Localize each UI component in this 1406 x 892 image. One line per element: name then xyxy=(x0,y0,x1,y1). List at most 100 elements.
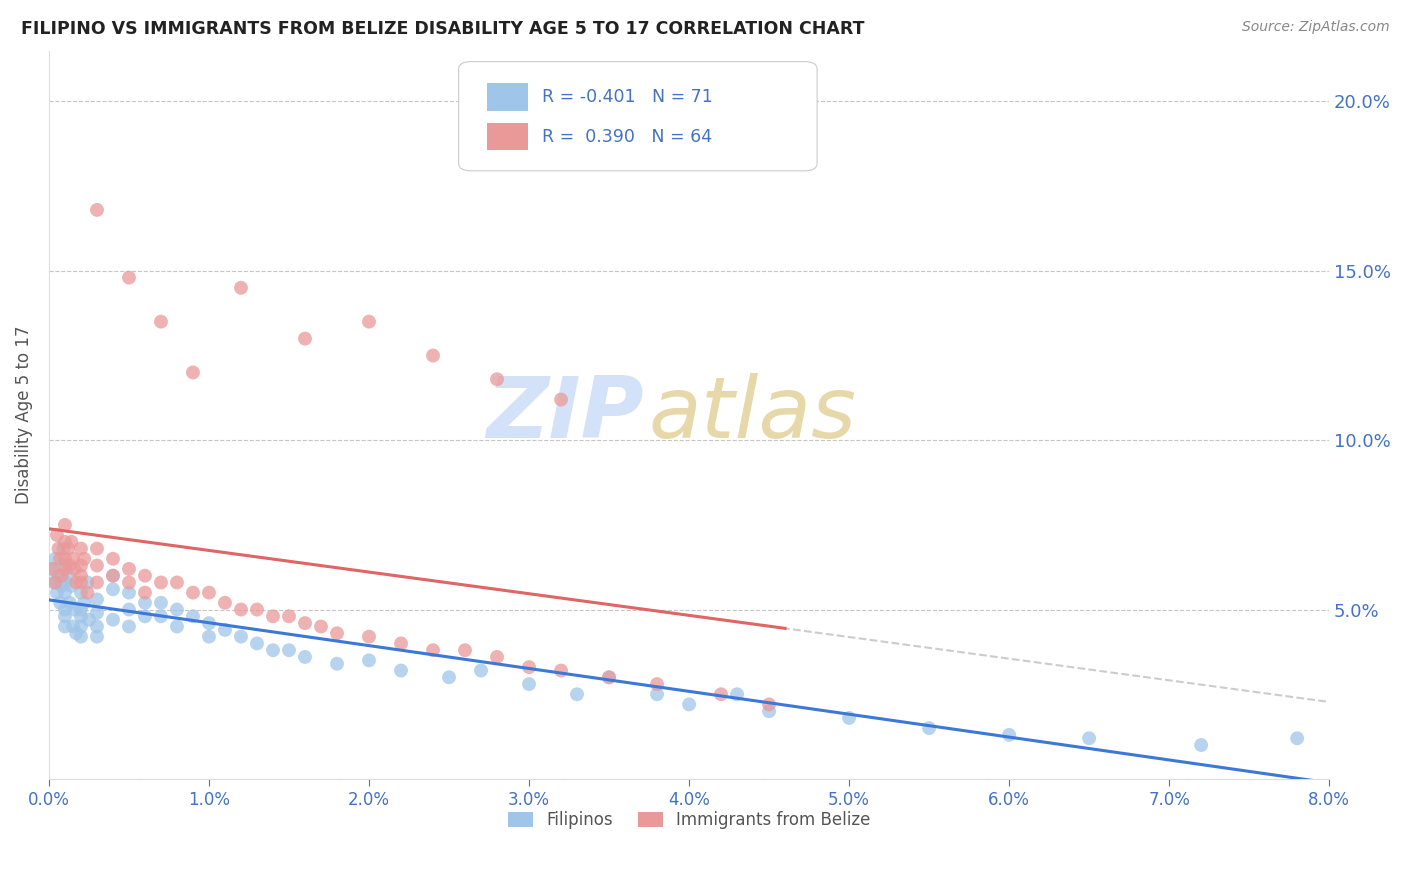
Point xyxy=(454,643,477,657)
Point xyxy=(86,575,108,590)
Point xyxy=(53,562,76,576)
Point xyxy=(51,579,73,593)
Text: Source: ZipAtlas.com: Source: ZipAtlas.com xyxy=(1241,20,1389,34)
Point xyxy=(70,619,93,633)
Point xyxy=(73,596,96,610)
Point xyxy=(326,626,349,640)
Point xyxy=(758,704,780,718)
Point xyxy=(48,568,70,582)
Point xyxy=(70,602,93,616)
Point xyxy=(118,602,141,616)
Point xyxy=(565,687,588,701)
FancyBboxPatch shape xyxy=(458,62,817,171)
Point xyxy=(1078,731,1101,746)
Point xyxy=(49,596,72,610)
Point xyxy=(52,541,75,556)
Point xyxy=(101,613,124,627)
Point xyxy=(70,558,93,573)
Point xyxy=(70,541,93,556)
Legend: Filipinos, Immigrants from Belize: Filipinos, Immigrants from Belize xyxy=(501,805,877,836)
Point xyxy=(59,596,82,610)
Point xyxy=(70,630,93,644)
Point xyxy=(53,602,76,616)
Point xyxy=(550,392,572,407)
Text: atlas: atlas xyxy=(648,373,856,457)
Point xyxy=(309,619,332,633)
Point xyxy=(550,664,572,678)
Point xyxy=(645,687,668,701)
Point xyxy=(758,698,780,712)
Point xyxy=(262,643,284,657)
Point xyxy=(214,596,236,610)
Point xyxy=(86,606,108,620)
Point xyxy=(470,664,492,678)
Point xyxy=(70,575,93,590)
Point xyxy=(357,315,380,329)
Point xyxy=(44,551,66,566)
Y-axis label: Disability Age 5 to 17: Disability Age 5 to 17 xyxy=(15,326,32,504)
Point xyxy=(51,568,73,582)
Point xyxy=(181,585,204,599)
Point xyxy=(63,562,86,576)
Point xyxy=(725,687,748,701)
Point xyxy=(73,551,96,566)
Point xyxy=(246,636,269,650)
Point xyxy=(56,568,79,582)
Point xyxy=(86,558,108,573)
Point xyxy=(1189,738,1212,752)
Point xyxy=(422,643,444,657)
Point xyxy=(181,609,204,624)
Text: FILIPINO VS IMMIGRANTS FROM BELIZE DISABILITY AGE 5 TO 17 CORRELATION CHART: FILIPINO VS IMMIGRANTS FROM BELIZE DISAB… xyxy=(21,20,865,37)
Point xyxy=(101,582,124,597)
Point xyxy=(998,728,1021,742)
Point xyxy=(53,619,76,633)
Point xyxy=(53,609,76,624)
Point xyxy=(41,562,63,576)
Point xyxy=(198,630,221,644)
Point xyxy=(118,575,141,590)
Point xyxy=(262,609,284,624)
Point xyxy=(294,332,316,346)
Point xyxy=(278,609,301,624)
Point xyxy=(86,541,108,556)
Point xyxy=(62,551,84,566)
Point xyxy=(134,596,156,610)
Point xyxy=(70,609,93,624)
Point xyxy=(65,626,87,640)
Point xyxy=(278,643,301,657)
Point xyxy=(60,579,83,593)
Point xyxy=(166,602,188,616)
Point xyxy=(76,575,98,590)
Point xyxy=(598,670,620,684)
Point xyxy=(246,602,269,616)
Point xyxy=(198,616,221,631)
Point xyxy=(60,534,83,549)
FancyBboxPatch shape xyxy=(486,84,527,112)
Point xyxy=(486,650,509,665)
Point xyxy=(517,660,540,674)
Point xyxy=(53,534,76,549)
Point xyxy=(101,568,124,582)
Point xyxy=(389,664,412,678)
Text: R =  0.390   N = 64: R = 0.390 N = 64 xyxy=(541,128,711,145)
Point xyxy=(44,575,66,590)
Point xyxy=(53,585,76,599)
Point xyxy=(198,585,221,599)
Point xyxy=(76,585,98,599)
Point xyxy=(86,630,108,644)
Point xyxy=(357,653,380,667)
Point xyxy=(645,677,668,691)
Text: ZIP: ZIP xyxy=(486,373,644,457)
Point xyxy=(86,619,108,633)
Point xyxy=(118,585,141,599)
Point xyxy=(149,609,172,624)
Point xyxy=(53,551,76,566)
Point xyxy=(134,609,156,624)
Point xyxy=(62,619,84,633)
Point xyxy=(389,636,412,650)
Point xyxy=(918,721,941,735)
Point xyxy=(294,650,316,665)
Point xyxy=(46,585,69,599)
Point xyxy=(46,528,69,542)
Point xyxy=(678,698,700,712)
